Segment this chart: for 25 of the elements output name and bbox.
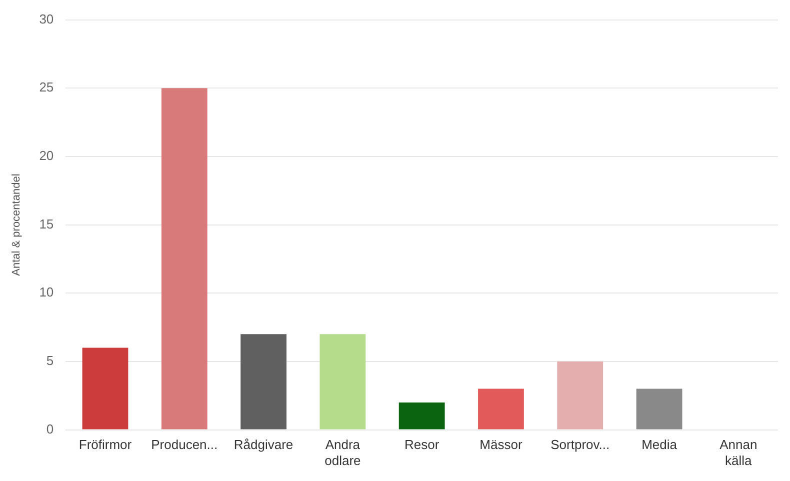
bar <box>636 388 682 430</box>
x-tick-label: Rådgivare <box>234 437 294 452</box>
y-tick-label: 10 <box>39 284 54 300</box>
bar <box>161 88 208 430</box>
y-axis-title: Antal & procentandel <box>10 174 23 276</box>
bar <box>240 334 286 430</box>
x-tick-label: Media <box>642 437 678 452</box>
x-tick-label: Andra odlare <box>324 437 361 468</box>
y-tick-label: 20 <box>39 148 54 164</box>
y-tick-label: 30 <box>39 11 54 26</box>
y-tick-label: 5 <box>46 353 54 368</box>
x-tick-label: Fröfirmor <box>78 437 132 452</box>
x-tick-label: Resor <box>404 437 440 452</box>
y-tick-label: 15 <box>39 216 54 232</box>
x-tick-label: Producen... <box>151 437 218 452</box>
y-tick-label: 0 <box>46 421 54 436</box>
bar <box>398 402 445 430</box>
x-tick-label: Mässor <box>480 437 523 452</box>
y-tick-label: 25 <box>39 80 54 95</box>
bar <box>478 388 524 430</box>
x-tick-label: Sortprov... <box>550 437 610 452</box>
x-tick-label: Annan källa <box>720 437 758 468</box>
bar <box>557 361 604 430</box>
bar <box>82 348 128 430</box>
bar <box>320 334 366 430</box>
